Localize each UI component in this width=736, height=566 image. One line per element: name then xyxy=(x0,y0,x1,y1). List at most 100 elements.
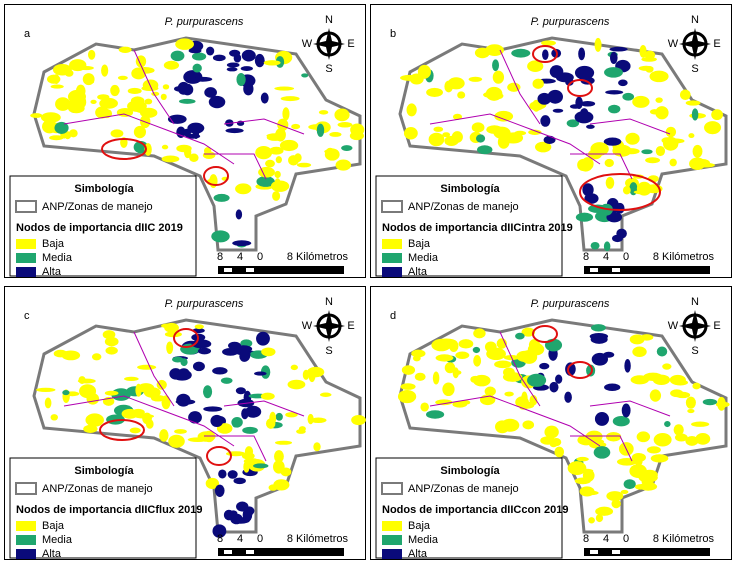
legend-label: Media xyxy=(408,252,439,264)
habitat-patch xyxy=(263,60,281,66)
scale-label: 0 xyxy=(257,251,263,263)
habitat-patch xyxy=(266,134,284,141)
legend-box xyxy=(375,457,563,559)
habitat-patch xyxy=(586,124,595,129)
compass-star xyxy=(313,28,345,60)
habitat-patch xyxy=(213,193,230,202)
habitat-patch xyxy=(692,144,703,158)
habitat-patch xyxy=(618,79,628,87)
legend-label: ANP/Zonas de manejo xyxy=(408,201,519,213)
compass-letter: S xyxy=(691,63,698,75)
habitat-patch xyxy=(433,126,444,132)
habitat-patch xyxy=(265,159,275,168)
legend-box xyxy=(9,175,197,277)
legend-swatch xyxy=(382,549,402,559)
habitat-patch xyxy=(468,76,483,82)
habitat-patch xyxy=(80,96,87,108)
habitat-patch xyxy=(162,84,170,90)
habitat-patch xyxy=(118,46,132,53)
legend-swatch xyxy=(382,253,402,263)
habitat-patch xyxy=(603,241,611,252)
habitat-patch xyxy=(475,134,486,143)
zone-line xyxy=(570,153,633,180)
habitat-patch xyxy=(308,369,316,383)
habitat-patch xyxy=(279,139,299,152)
habitat-patch xyxy=(715,401,730,408)
habitat-patch xyxy=(127,87,142,95)
scale-label: 8 xyxy=(583,533,589,545)
legend-swatch xyxy=(382,239,402,249)
habitat-patch xyxy=(442,382,455,397)
zone-line xyxy=(570,435,633,462)
zone-line xyxy=(499,49,541,125)
compass-star xyxy=(679,310,711,342)
habitat-patch xyxy=(435,354,454,362)
habitat-patch xyxy=(544,425,559,439)
legend-label: Baja xyxy=(42,238,65,250)
compass-letter: N xyxy=(325,296,333,308)
habitat-patch xyxy=(590,241,600,250)
habitat-patch xyxy=(494,110,514,122)
habitat-patch xyxy=(604,158,614,168)
habitat-patch xyxy=(574,65,595,80)
habitat-patch xyxy=(49,135,64,141)
habitat-patch xyxy=(662,363,672,370)
habitat-patch xyxy=(473,328,486,339)
habitat-patch xyxy=(411,349,426,358)
habitat-patch xyxy=(137,383,155,393)
habitat-patch xyxy=(641,149,653,155)
compass-star xyxy=(313,310,345,342)
habitat-patch xyxy=(50,84,64,89)
legend-swatch xyxy=(15,200,37,213)
habitat-patch xyxy=(521,350,538,364)
habitat-patch xyxy=(260,92,269,104)
habitat-patch xyxy=(452,400,468,408)
habitat-patch xyxy=(290,364,298,371)
habitat-patch xyxy=(472,374,491,387)
habitat-patch xyxy=(397,389,417,404)
habitat-patch xyxy=(581,157,594,171)
habitat-patch xyxy=(543,135,556,144)
habitat-patch xyxy=(258,166,275,178)
habitat-patch xyxy=(503,367,515,378)
habitat-patch xyxy=(625,132,640,145)
scale-bar-segment xyxy=(246,550,254,554)
habitat-patch xyxy=(101,108,113,119)
legend-swatch xyxy=(16,521,36,531)
habitat-patch xyxy=(633,190,650,195)
habitat-patch xyxy=(231,417,243,428)
habitat-patch xyxy=(182,128,192,137)
habitat-patch xyxy=(649,109,660,115)
habitat-patch xyxy=(156,379,167,390)
legend-title: Simbología xyxy=(74,465,134,477)
habitat-patch xyxy=(454,370,462,375)
habitat-patch xyxy=(542,49,549,61)
habitat-patch xyxy=(229,49,241,57)
habitat-patch xyxy=(334,108,350,122)
habitat-patch xyxy=(129,427,141,434)
scale-label: 8 Kilómetros xyxy=(287,251,349,263)
habitat-patch xyxy=(204,87,217,98)
legend-label: Alta xyxy=(42,548,62,560)
study-area xyxy=(398,36,728,252)
habitat-patch xyxy=(189,153,199,162)
habitat-patch xyxy=(194,324,204,330)
habitat-patch xyxy=(54,121,69,134)
zone-line xyxy=(204,153,267,180)
scale-label: 8 Kilómetros xyxy=(287,533,349,545)
habitat-patch xyxy=(624,359,631,373)
compass-letter: N xyxy=(691,296,699,308)
habitat-patch xyxy=(240,66,253,72)
zone-line xyxy=(63,113,235,165)
habitat-patch xyxy=(477,145,493,155)
scale-label: 4 xyxy=(237,251,243,263)
compass-letter: W xyxy=(668,320,679,332)
highlight-circle xyxy=(173,328,199,348)
habitat-patch xyxy=(287,379,306,390)
habitat-patch xyxy=(211,230,230,243)
map xyxy=(398,36,728,252)
habitat-patch xyxy=(594,411,610,426)
habitat-patch xyxy=(298,426,306,432)
habitat-patch xyxy=(606,212,623,223)
zone-line xyxy=(429,395,601,447)
